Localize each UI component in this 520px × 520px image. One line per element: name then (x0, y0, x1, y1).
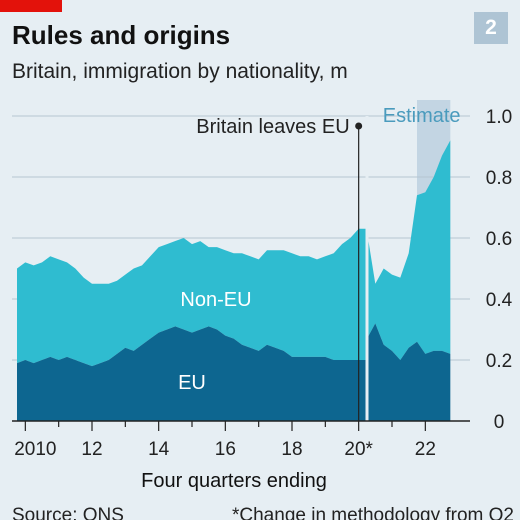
brand-red-tag (0, 0, 62, 12)
y-tick-label: 0.4 (486, 290, 513, 311)
source-note: Source: ONS (12, 505, 124, 520)
x-tick-label: 12 (81, 439, 102, 460)
eu-area (17, 323, 451, 421)
eu-series-label: EU (178, 372, 206, 394)
brexit-label: Britain leaves EU (196, 116, 349, 138)
brexit-marker-dot (355, 122, 363, 130)
x-axis-title: Four quarters ending (141, 470, 327, 492)
y-tick-label: 0.2 (486, 351, 512, 372)
estimate-label: Estimate (383, 105, 461, 127)
x-tick-label: 22 (415, 439, 436, 460)
chart-title: Rules and origins (12, 20, 231, 50)
x-tick-label: 18 (281, 439, 302, 460)
x-tick-label: 14 (148, 439, 170, 460)
chart-number-badge: 2 (474, 12, 508, 44)
y-tick-label: 0 (494, 412, 505, 433)
y-tick-label: 0.8 (486, 168, 512, 189)
non-eu-series-label: Non-EU (180, 289, 251, 311)
chart-subtitle: Britain, immigration by nationality, m (12, 60, 348, 83)
methodology-footnote: *Change in methodology from Q2 (232, 505, 514, 520)
non-eu-area (17, 140, 451, 367)
y-tick-label: 1.0 (486, 107, 512, 128)
x-tick-label: 2010 (14, 439, 56, 460)
x-tick-label: 16 (215, 439, 236, 460)
y-tick-label: 0.6 (486, 229, 512, 250)
x-tick-label: 20* (344, 439, 373, 460)
